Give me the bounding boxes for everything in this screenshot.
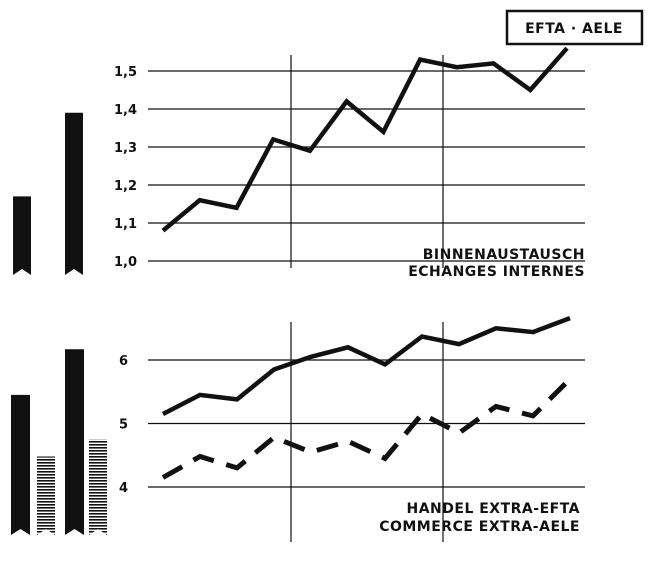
chart-title: EFTA · AELE — [525, 21, 623, 37]
extra-efta-trade-panel: 4 5 6 HANDEL EXTRA-EFTA COMMERCE EXTRA-AEL… — [11, 315, 585, 542]
internal-trade-grid — [148, 70, 585, 262]
extra-efta-trade-caption-fr: COMMERCE EXTRA-AELE — [379, 519, 580, 535]
extra-efta-trade-side-bars — [11, 349, 107, 535]
extra-efta-trade-side-bar-hatched — [37, 456, 55, 535]
extra-efta-trade-series-solid-line — [161, 315, 571, 416]
internal-trade-y-tick-label: 1,4 — [114, 103, 137, 118]
internal-trade-caption-fr: ECHANGES INTERNES — [408, 264, 585, 280]
extra-efta-trade-series-dashed-line — [161, 377, 572, 480]
internal-trade-y-tick-label: 1,5 — [114, 65, 137, 80]
internal-trade-y-axis: 1,0 1,1 1,2 1,3 1,4 1,5 — [114, 65, 137, 270]
extra-efta-trade-y-tick-label: 6 — [119, 354, 128, 369]
title-box: EFTA · AELE — [505, 9, 644, 46]
extra-efta-trade-side-bar-solid — [65, 349, 84, 535]
internal-trade-y-tick-label: 1,0 — [114, 255, 137, 270]
internal-trade-panel: 1,0 1,1 1,2 1,3 1,4 1,5 BINNENAUSTAUSCH ECHAN… — [13, 46, 585, 280]
internal-trade-side-bars — [13, 112, 83, 275]
extra-efta-trade-grid — [148, 359, 585, 488]
extra-efta-trade-side-bar-solid — [11, 394, 30, 535]
internal-trade-caption-de: BINNENAUSTAUSCH — [423, 247, 585, 263]
extra-efta-trade-caption-de: HANDEL EXTRA-EFTA — [406, 501, 580, 517]
extra-efta-trade-y-tick-label: 5 — [119, 418, 128, 433]
extra-efta-trade-lines — [161, 315, 572, 480]
internal-trade-lines — [161, 46, 569, 233]
internal-trade-y-tick-label: 1,3 — [114, 141, 137, 156]
internal-trade-side-bar-solid — [65, 112, 83, 275]
internal-trade-y-tick-label: 1,1 — [114, 217, 137, 232]
internal-trade-series-solid-line — [161, 46, 569, 233]
extra-efta-trade-y-axis: 4 5 6 — [119, 354, 128, 496]
internal-trade-y-tick-label: 1,2 — [114, 179, 137, 194]
extra-efta-trade-y-tick-label: 4 — [119, 481, 128, 496]
extra-efta-trade-side-bar-hatched — [89, 439, 107, 535]
internal-trade-side-bar-solid — [13, 196, 31, 275]
